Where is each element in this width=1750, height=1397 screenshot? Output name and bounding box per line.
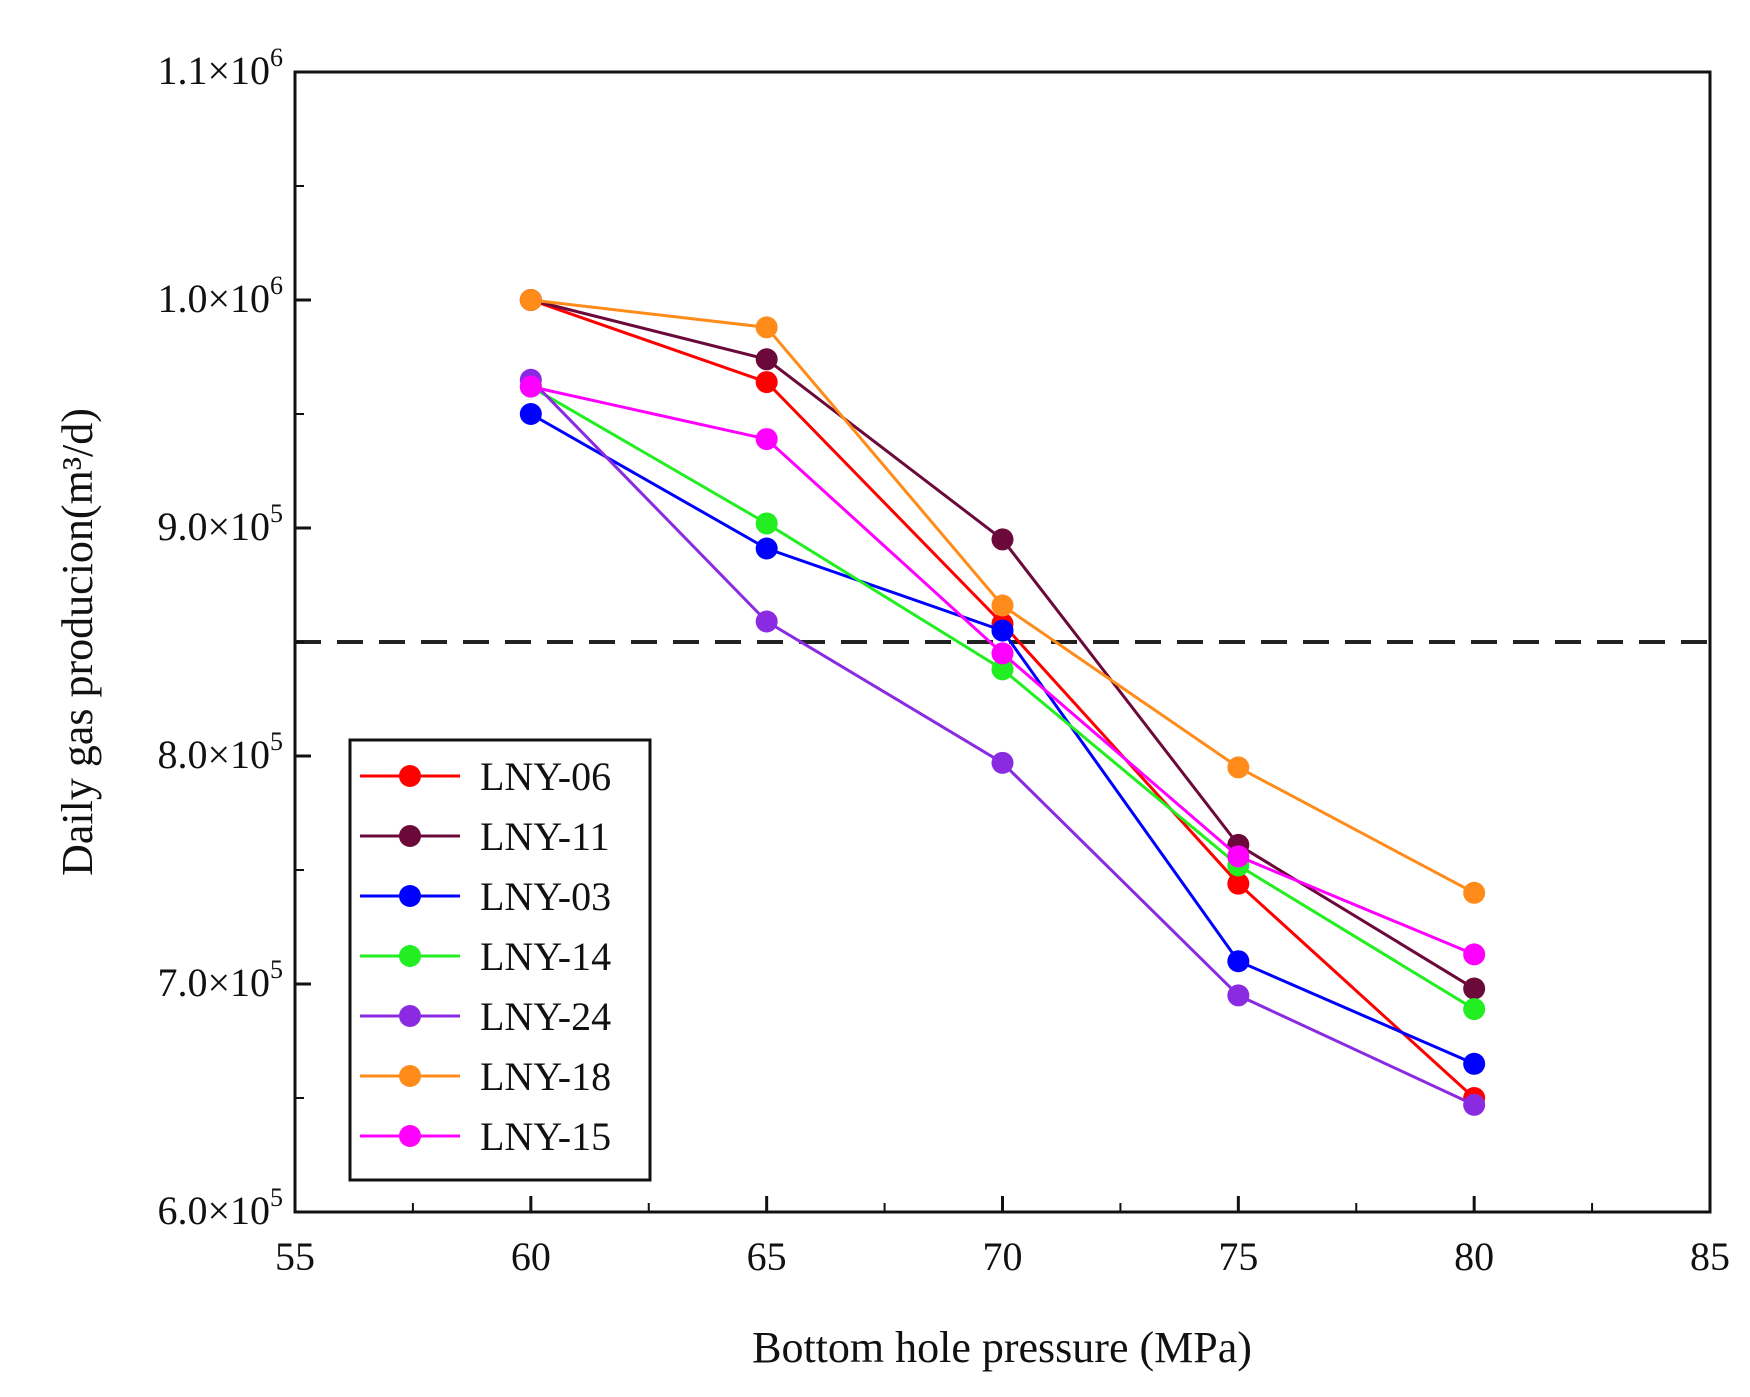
x-tick-label: 70	[983, 1234, 1023, 1279]
x-axis-title: Bottom hole pressure (MPa)	[752, 1323, 1252, 1372]
data-point	[1463, 1093, 1486, 1116]
y-tick-label: 1.0×106	[157, 271, 283, 321]
legend-item: LNY-15	[360, 1114, 611, 1159]
y-tick-mantissa: 1.1×10	[157, 48, 270, 93]
legend-item: LNY-18	[360, 1054, 611, 1099]
legend-label: LNY-06	[480, 754, 611, 799]
legend-item: LNY-06	[360, 754, 611, 799]
data-point	[1463, 1052, 1486, 1075]
data-point	[755, 371, 778, 394]
legend-label: LNY-15	[480, 1114, 611, 1159]
legend-marker	[399, 1005, 421, 1027]
y-tick-mantissa: 6.0×10	[157, 1188, 270, 1233]
y-tick-mantissa: 7.0×10	[157, 960, 270, 1005]
legend-item: LNY-11	[360, 814, 610, 859]
y-tick-label: 7.0×105	[157, 955, 283, 1005]
legend-label: LNY-03	[480, 874, 611, 919]
series-lny-24	[519, 368, 1486, 1116]
data-point	[519, 289, 542, 311]
data-point	[1463, 881, 1486, 904]
legend: LNY-06 LNY-11 LNY-03 LNY-14 LNY-24 LNY-18 LNY-…	[348, 738, 652, 1182]
data-point	[755, 348, 778, 371]
series-lny-11	[519, 289, 1486, 1000]
x-tick-label: 75	[1218, 1234, 1258, 1279]
series-line	[530, 385, 1475, 1011]
legend-label: LNY-14	[480, 934, 611, 979]
y-axis: 6.0×1057.0×1058.0×1059.0×1051.0×1061.1×1…	[157, 43, 311, 1233]
series-line	[530, 298, 1476, 1100]
data-point	[991, 619, 1014, 642]
data-point	[991, 528, 1014, 551]
legend-marker	[399, 1065, 421, 1087]
legend-label: LNY-11	[480, 814, 610, 859]
x-tick-label: 55	[275, 1234, 315, 1279]
y-tick-label: 1.1×106	[157, 43, 283, 93]
data-point	[991, 642, 1014, 665]
y-axis-title: Daily gas producion(m³/d)	[53, 408, 102, 876]
data-point	[755, 537, 778, 560]
data-point	[1227, 950, 1250, 973]
legend-marker	[399, 885, 421, 907]
x-tick-label: 60	[511, 1234, 551, 1279]
series-line	[529, 378, 1475, 1107]
series-line	[530, 412, 1475, 1066]
legend-item: LNY-24	[360, 994, 611, 1039]
y-tick-mantissa: 9.0×10	[157, 504, 270, 549]
series-lny-15	[519, 375, 1486, 966]
y-tick-exponent: 5	[270, 727, 283, 756]
legend-label: LNY-24	[480, 994, 611, 1039]
series-lny-06	[519, 289, 1486, 1109]
data-point	[1227, 984, 1250, 1007]
data-point	[755, 512, 778, 535]
y-tick-label: 9.0×105	[157, 499, 283, 549]
legend-item: LNY-14	[360, 934, 611, 979]
y-tick-mantissa: 1.0×10	[157, 276, 270, 321]
legend-marker	[399, 945, 421, 967]
series-lny-03	[519, 403, 1486, 1075]
x-axis: 55 60 65 70 75 80 85	[275, 1196, 1730, 1279]
y-tick-exponent: 5	[270, 499, 283, 528]
data-point	[991, 594, 1014, 617]
data-point	[519, 403, 542, 425]
y-tick-exponent: 5	[270, 955, 283, 984]
legend-item: LNY-03	[360, 874, 611, 919]
data-point	[991, 658, 1014, 681]
y-tick-exponent: 5	[270, 1183, 283, 1212]
data-point	[755, 610, 778, 633]
x-tick-label: 80	[1454, 1234, 1494, 1279]
data-point	[1463, 977, 1486, 1000]
legend-label: LNY-18	[480, 1054, 611, 1099]
data-point	[1227, 872, 1250, 895]
data-point	[1227, 756, 1250, 779]
y-tick-exponent: 6	[270, 271, 283, 300]
series-lny-18	[519, 289, 1486, 904]
legend-marker	[399, 765, 421, 787]
y-tick-label: 6.0×105	[157, 1183, 283, 1233]
series-layer	[519, 289, 1486, 1116]
x-tick-label: 85	[1690, 1234, 1730, 1279]
data-point	[1463, 943, 1486, 966]
data-point	[991, 751, 1014, 774]
x-tick-label: 65	[747, 1234, 787, 1279]
legend-marker	[399, 825, 421, 847]
series-lny-14	[519, 375, 1486, 1021]
data-point	[755, 428, 778, 451]
data-point	[519, 375, 542, 398]
y-tick-mantissa: 8.0×10	[157, 732, 270, 777]
y-tick-exponent: 6	[270, 43, 283, 72]
data-point	[755, 316, 778, 339]
legend-marker	[399, 1125, 421, 1147]
data-point	[1227, 845, 1250, 868]
y-tick-label: 8.0×105	[157, 727, 283, 777]
data-point	[1463, 998, 1486, 1021]
